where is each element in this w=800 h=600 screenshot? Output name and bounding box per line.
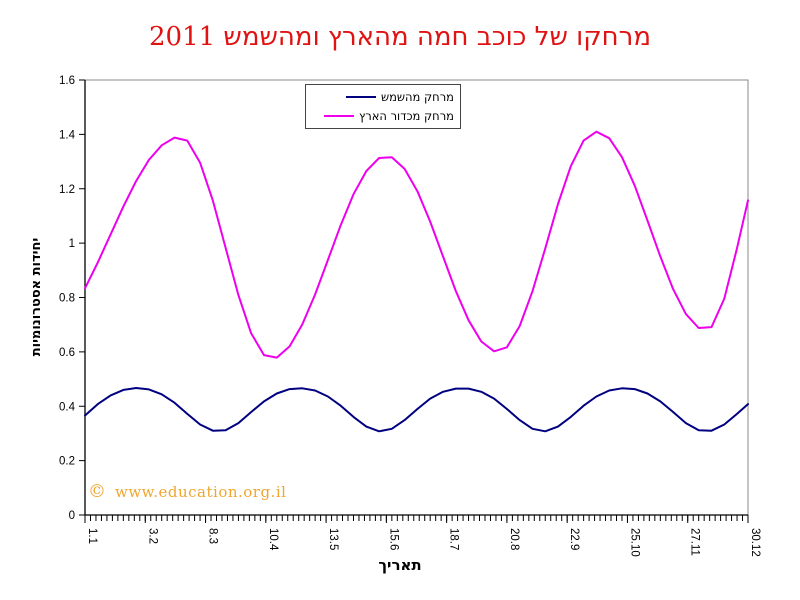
y-tick-label: 0.8 (59, 293, 75, 305)
legend-label: מרחק מכדור הארץ (359, 108, 454, 123)
legend-item-earth-distance: מרחק מכדור הארץ (312, 108, 454, 123)
legend-label: מרחק מהשמש (380, 89, 454, 104)
x-tick-label: 13.5 (327, 528, 339, 550)
x-tick-label: 15.6 (387, 528, 399, 550)
x-tick-label: 3.2 (146, 528, 158, 544)
x-tick-label: 18.7 (448, 528, 460, 550)
watermark: © www.education.org.il (88, 481, 287, 502)
y-tick-label: 1.4 (59, 129, 76, 141)
x-tick-label: 1.1 (86, 528, 98, 544)
line-distance-from-earth (84, 130, 749, 359)
legend-line-sample-magenta (324, 114, 355, 117)
x-tick-label: 30.12 (749, 528, 761, 557)
y-tick-label: 1.2 (59, 184, 75, 196)
y-tick-label: 0.6 (59, 347, 75, 359)
line-distance-from-sun (84, 387, 749, 433)
x-tick-label: 20.8 (508, 528, 520, 550)
y-tick-label: 1 (69, 238, 75, 250)
y-tick-label: 0.2 (59, 456, 75, 468)
y-tick-label: 0 (69, 510, 75, 522)
x-tick-label: 10.4 (267, 528, 279, 551)
legend: מרחק מהשמש מרחק מכדור הארץ (305, 84, 461, 129)
watermark-text: www.education.org.il (115, 483, 287, 501)
chart-title: מרחקו של כוכב חמה מהארץ ומהשמש 2011 (148, 22, 651, 52)
plot-frame (84, 79, 749, 516)
x-axis-label: תאריך (378, 556, 422, 574)
y-tick-label: 1.6 (59, 75, 75, 87)
y-axis-label: יחידות אסטרונומיות (29, 237, 44, 357)
x-tick-label: 27.11 (689, 528, 701, 556)
x-tick-label: 8.3 (207, 528, 219, 544)
legend-line-sample-navy (345, 95, 376, 98)
x-tick-label: 25.10 (628, 528, 640, 557)
copyright-icon: © (88, 481, 106, 502)
y-tick-label: 0.4 (59, 401, 76, 413)
legend-item-sun-distance: מרחק מהשמש (312, 89, 454, 104)
x-tick-label: 22.9 (568, 528, 580, 550)
